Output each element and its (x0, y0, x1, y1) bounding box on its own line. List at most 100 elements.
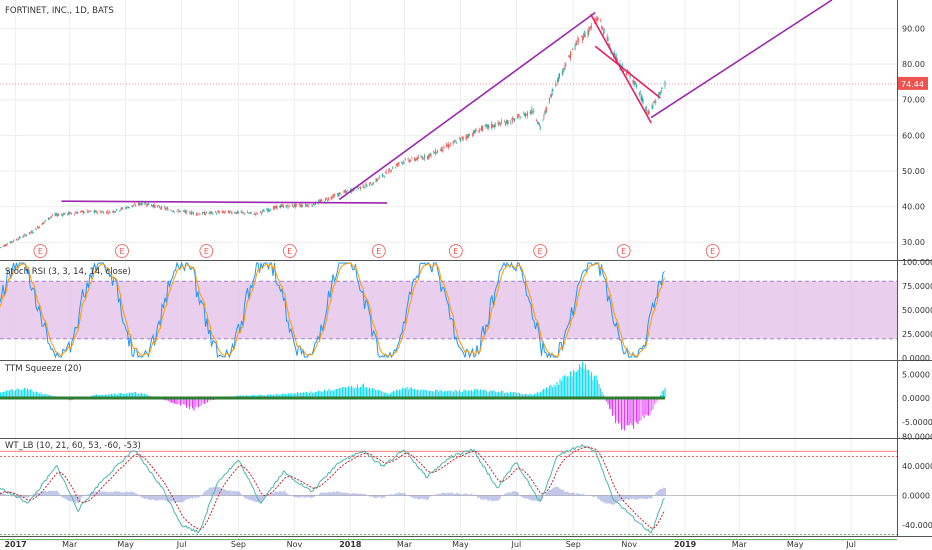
wt-diff-area (135, 493, 137, 496)
candle-body (615, 56, 617, 61)
squeeze-bar (12, 389, 14, 398)
squeeze-y-tick-label: -5.0000 (902, 418, 932, 427)
squeeze-bar (522, 394, 524, 398)
wt-diff-area (510, 492, 512, 496)
wt-diff-area (33, 494, 35, 496)
wt-diff-area (388, 494, 390, 496)
squeeze-bar (655, 398, 657, 403)
candle-body (564, 64, 566, 70)
wt-diff-area (268, 493, 270, 496)
squeeze-bar (270, 394, 272, 398)
squeeze-bar (387, 393, 389, 398)
wt-diff-area (493, 495, 495, 501)
wt-y-tick-label: 0.0000 (902, 491, 930, 500)
wt-diff-area (618, 495, 620, 502)
wt-diff-area (261, 495, 263, 502)
candle-body (250, 212, 252, 214)
wt-diff-area (477, 495, 479, 498)
wt-diff-area (123, 492, 125, 496)
candle-body (74, 212, 76, 214)
wt-diff-area (564, 491, 566, 496)
wt-diff-area (492, 495, 494, 502)
squeeze-bar (436, 389, 438, 398)
squeeze-bar (345, 387, 347, 398)
squeeze-bar (559, 378, 561, 398)
wt-diff-area (139, 495, 141, 497)
candle-body (503, 121, 505, 123)
squeeze-bar (316, 391, 318, 398)
wt-diff-area (531, 495, 533, 501)
candle-body (641, 96, 643, 102)
squeeze-bar (7, 391, 9, 398)
squeeze-bar (0, 392, 2, 398)
x-tick-label: Mar (397, 540, 413, 549)
wt-diff-area (370, 495, 372, 497)
squeeze-bar (592, 379, 594, 398)
wt-diff-area (25, 495, 27, 498)
wt-diff-area (403, 492, 405, 496)
candle-body (73, 213, 75, 215)
squeeze-bar (205, 398, 207, 403)
candle-body (141, 201, 143, 206)
squeeze-bar (108, 394, 110, 398)
wt-diff-area (183, 495, 185, 502)
candle-body (146, 205, 148, 206)
squeeze-bar (571, 376, 573, 398)
squeeze-bar (118, 393, 120, 398)
wt-diff-area (208, 487, 210, 496)
wt-diff-area (352, 492, 354, 496)
candle-body (390, 171, 392, 173)
squeeze-bar (424, 389, 426, 398)
wt-y-tick-label: -40.0000 (902, 521, 932, 530)
candle-body (75, 212, 77, 214)
wt-diff-area (397, 492, 399, 496)
wt-diff-area (465, 493, 467, 496)
candle-body (484, 125, 486, 127)
squeeze-bar (481, 390, 483, 398)
candle-body (177, 209, 179, 211)
candle-body (552, 89, 554, 91)
candle-body (209, 212, 211, 213)
squeeze-bar (18, 389, 20, 398)
wt-diff-area (258, 495, 260, 503)
squeeze-bar (34, 392, 36, 398)
x-tick-label: 2019 (674, 540, 697, 549)
wt-diff-area (484, 495, 486, 500)
candle-body (115, 211, 117, 213)
stoch-y-tick-label: 0.0000 (902, 354, 930, 363)
candle-body (186, 210, 188, 212)
wt-diff-area (186, 495, 188, 499)
squeeze-bar (409, 387, 411, 398)
candle-body (133, 204, 135, 206)
wt-diff-area (426, 495, 428, 501)
candle-body (654, 102, 656, 103)
squeeze-bar (643, 398, 645, 418)
candle-body (429, 152, 431, 155)
candle-body (71, 213, 72, 215)
squeeze-bar (4, 391, 6, 398)
candle-body (260, 212, 262, 214)
candle-body (95, 210, 97, 213)
squeeze-bar (435, 389, 437, 398)
wt-diff-area (448, 492, 450, 496)
squeeze-bar (27, 388, 29, 398)
candle-body (577, 38, 579, 41)
squeeze-bar (430, 390, 432, 398)
squeeze-bar (333, 391, 335, 398)
wt-diff-area (504, 493, 506, 496)
candle-body (49, 217, 51, 218)
candle-body (362, 184, 364, 188)
wt-diff-area (562, 489, 564, 496)
wt-diff-area (211, 487, 213, 496)
squeeze-bar (121, 393, 123, 398)
wt-diff-area (174, 495, 176, 503)
trend-lines[interactable] (61, 0, 833, 204)
squeeze-bar (268, 394, 270, 398)
wt-diff-area (304, 495, 306, 498)
candle-body (664, 81, 666, 87)
earnings-marker (448, 244, 463, 258)
price-y-tick-label: 70.00 (902, 96, 925, 105)
wt-diff-area (130, 491, 132, 496)
